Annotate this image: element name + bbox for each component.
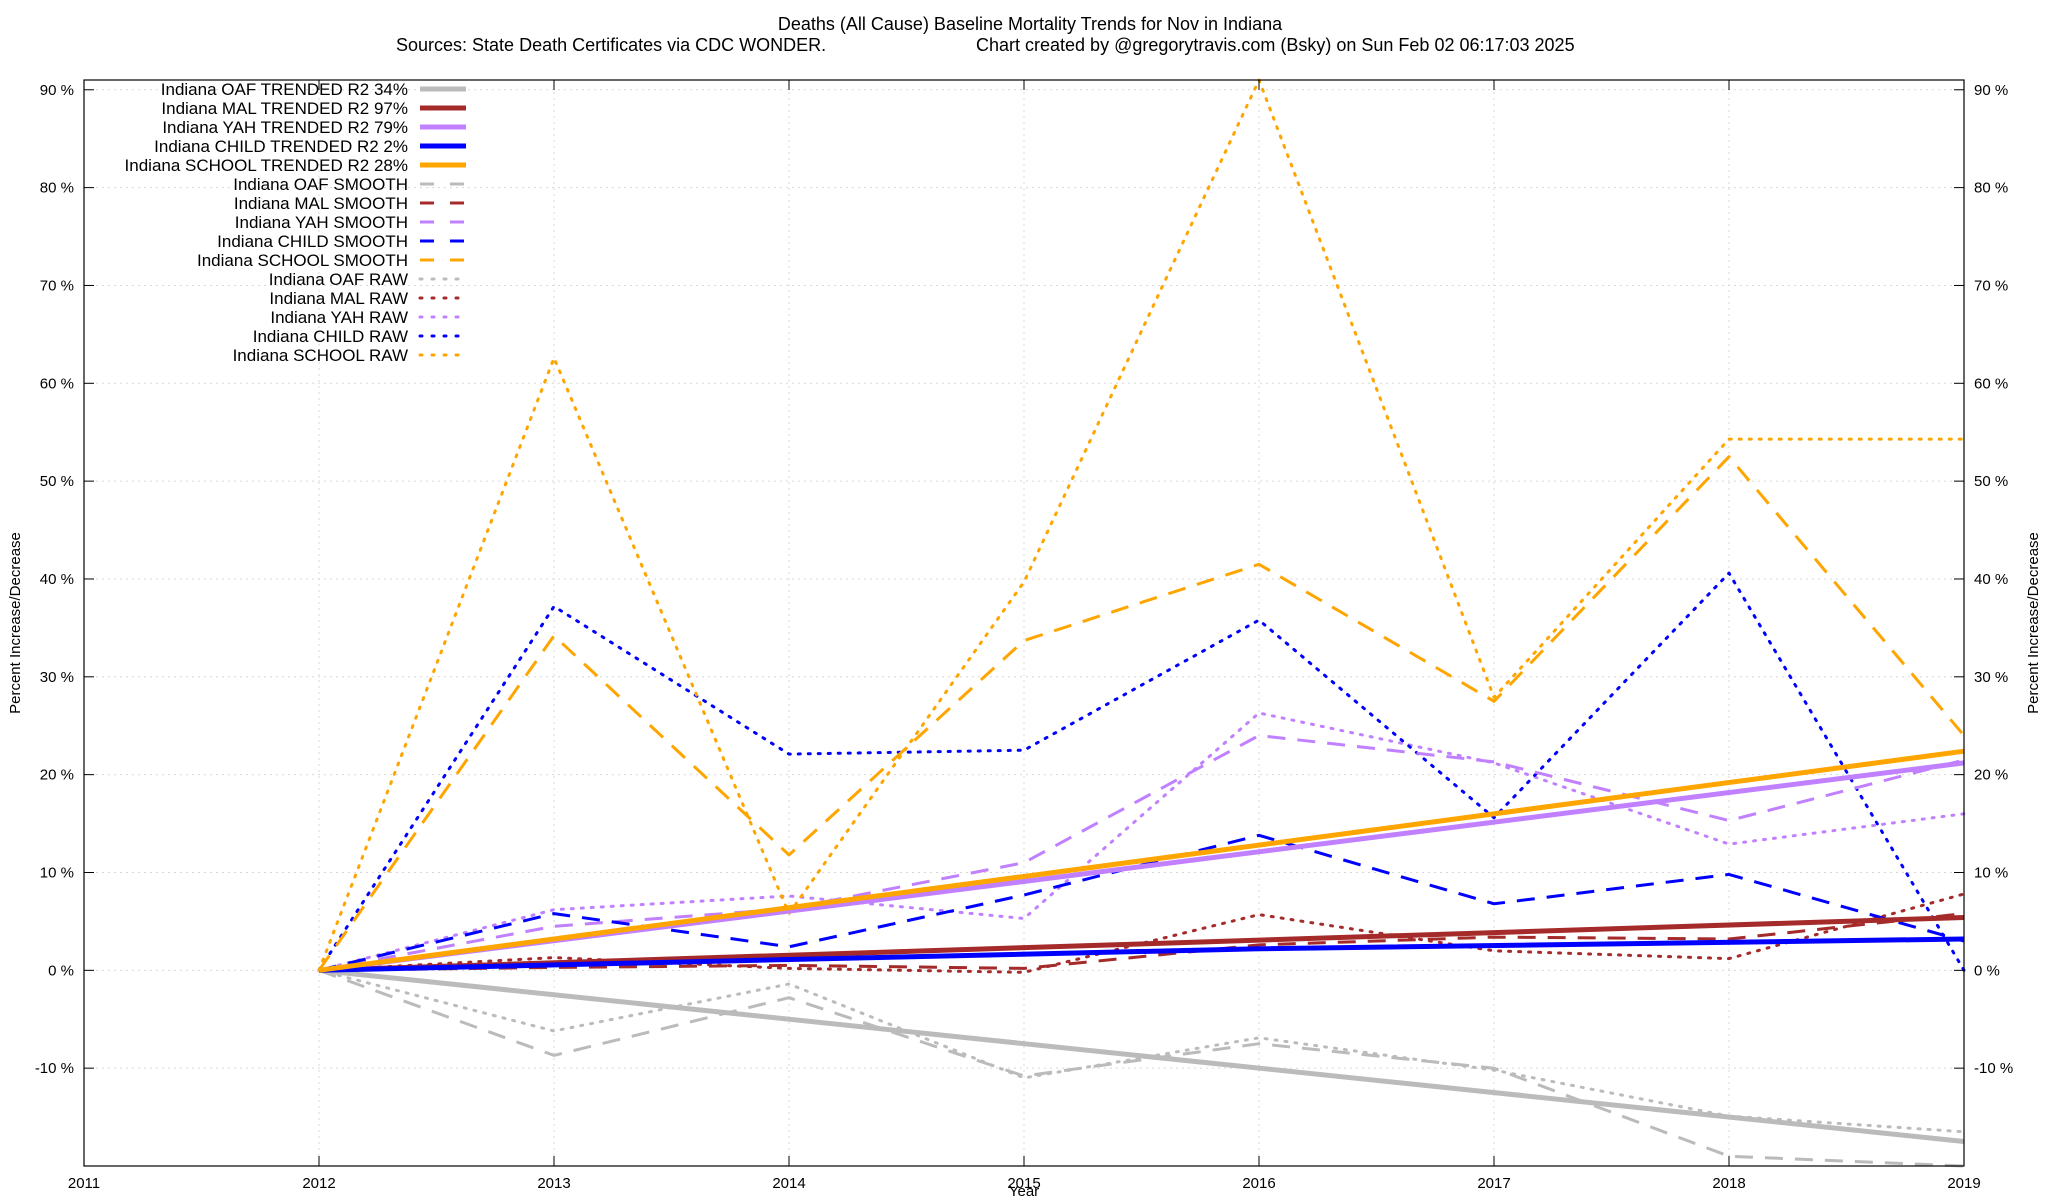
y-tick-label: 0 % [48,962,74,979]
x-tick-label: 2011 [68,1175,100,1192]
series-line-7 [318,734,1965,972]
y2-tick-label: 20 % [1974,767,2008,784]
legend-label: Indiana YAH TRENDED R2 79% [162,118,408,137]
y-tick-label: 90 % [40,82,74,99]
y2-tick-label: 80 % [1974,180,2008,197]
chart-subtitle-sources: Sources: State Death Certificates via CD… [396,35,826,55]
series-line-4 [318,748,1965,973]
y2-tick-label: -10 % [1974,1060,2013,1077]
y2-tick-label: 70 % [1974,277,2008,294]
y2-tick-label: 50 % [1974,473,2008,490]
series-line-14 [317,78,1966,972]
y2-axis-label: Percent Increase/Decrease [2025,532,2042,714]
series-line-1 [318,915,1965,973]
series-line-3 [318,936,1965,973]
legend-label: Indiana MAL RAW [269,289,408,308]
x-tick-label: 2016 [1242,1175,1275,1192]
chart-subtitle-credit: Chart created by @gregorytravis.com (Bsk… [976,35,1575,55]
y-tick-label: 40 % [40,571,74,588]
legend-label: Indiana OAF SMOOTH [233,175,408,194]
series-line-0 [318,967,1965,1144]
x-tick-label: 2012 [302,1175,335,1192]
x-tick-label: 2017 [1477,1175,1510,1192]
y-tick-label: 70 % [40,277,74,294]
x-axis-label: Year [1009,1183,1039,1200]
y-tick-label: -10 % [35,1060,74,1077]
y2-tick-label: 0 % [1974,962,2000,979]
x-tick-label: 2015 [1007,1175,1040,1192]
y2-tick-label: 10 % [1974,864,2008,881]
chart-title: Deaths (All Cause) Baseline Mortality Tr… [778,14,1283,34]
series-line-10 [317,968,1966,1134]
legend-label: Indiana MAL TRENDED R2 97% [161,99,408,118]
legend-label: Indiana CHILD SMOOTH [217,232,408,251]
plot-area-series [317,78,1966,1168]
y-tick-label: 30 % [40,669,74,686]
series-line-9 [317,455,1966,972]
x-tick-label: 2019 [1947,1175,1980,1192]
y-axis-label: Percent Increase/Decrease [7,532,24,714]
series-line-11 [317,892,1966,974]
legend-label: Indiana OAF RAW [269,270,408,289]
x-tick-label: 2013 [537,1175,570,1192]
x-tick-label: 2014 [772,1175,805,1192]
legend-label: Indiana OAF TRENDED R2 34% [161,80,408,99]
legend-label: Indiana CHILD TRENDED R2 2% [154,137,408,156]
series-line-6 [318,912,1965,972]
y-tick-label: 50 % [40,473,74,490]
y2-tick-label: 40 % [1974,571,2008,588]
legend-label: Indiana MAL SMOOTH [234,194,408,213]
legend: Indiana OAF TRENDED R2 34%Indiana MAL TR… [125,80,468,365]
y2-tick-label: 30 % [1974,669,2008,686]
legend-label: Indiana SCHOOL TRENDED R2 28% [125,156,408,175]
series-line-12 [317,711,1966,972]
series-line-5 [318,968,1965,1168]
y-tick-label: 10 % [40,864,74,881]
series-line-13 [317,571,1966,972]
y2-tick-label: 90 % [1974,82,2008,99]
axis-ticks: 90 % 90 % 80 % 80 % 70 % 70 % 60 % 60 % 50 % 50 %… [35,80,2013,1192]
legend-label: Indiana SCHOOL SMOOTH [197,251,408,270]
y-tick-label: 20 % [40,767,74,784]
y-tick-label: 80 % [40,180,74,197]
x-tick-label: 2018 [1712,1175,1745,1192]
legend-label: Indiana CHILD RAW [253,327,408,346]
legend-label: Indiana SCHOOL RAW [233,346,408,365]
legend-label: Indiana YAH RAW [270,308,408,327]
y2-tick-label: 60 % [1974,375,2008,392]
y-tick-label: 60 % [40,375,74,392]
legend-label: Indiana YAH SMOOTH [235,213,408,232]
